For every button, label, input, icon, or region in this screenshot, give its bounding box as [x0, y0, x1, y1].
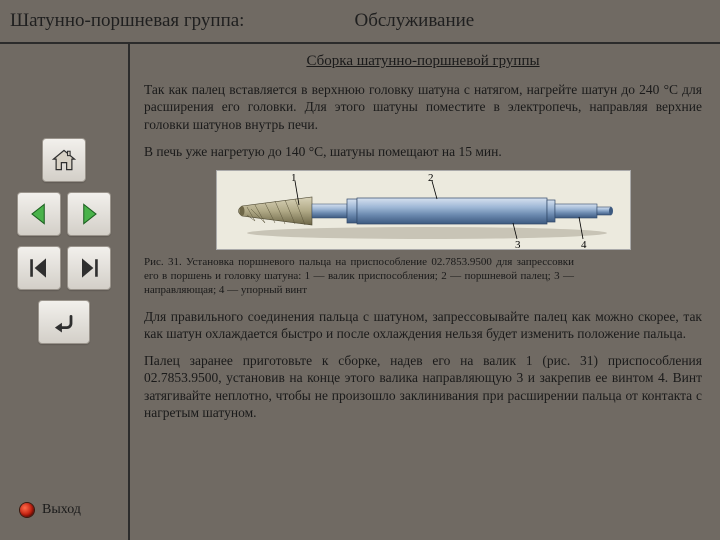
- paragraph-2: В печь уже нагретую до 140 °C, шатуны по…: [144, 143, 702, 160]
- prev-button[interactable]: [17, 192, 61, 236]
- figure-caption: Рис. 31. Установка поршневого пальца на …: [144, 256, 574, 297]
- home-button[interactable]: [42, 138, 86, 182]
- exit-bullet-icon: [20, 503, 34, 517]
- exit-button[interactable]: Выход: [20, 502, 81, 518]
- body: Выход Сборка шатунно-поршневой группы Та…: [0, 44, 720, 540]
- first-button[interactable]: [17, 246, 61, 290]
- titlebar: Шатунно-поршневая группа: Обслуживание: [0, 0, 720, 44]
- sidebar: Выход: [0, 44, 130, 540]
- nav-first-last: [17, 246, 111, 290]
- page: Шатунно-поршневая группа: Обслуживание: [0, 0, 720, 540]
- home-icon: [50, 146, 78, 174]
- return-arrow-icon: [50, 308, 78, 336]
- last-button[interactable]: [67, 246, 111, 290]
- title-category: Шатунно-поршневая группа:: [10, 10, 244, 32]
- exit-label: Выход: [42, 502, 81, 518]
- triangle-right-icon: [75, 200, 103, 228]
- return-button[interactable]: [38, 300, 90, 344]
- paragraph-3: Для правильного соединения пальца с шату…: [144, 308, 702, 343]
- triangle-left-icon: [25, 200, 53, 228]
- skip-last-icon: [75, 254, 103, 282]
- nav-prev-next: [17, 192, 111, 236]
- fig-label-3: 3: [515, 239, 521, 250]
- skip-first-icon: [25, 254, 53, 282]
- content: Сборка шатунно-поршневой группы Так как …: [130, 44, 720, 540]
- paragraph-4: Палец заранее приготовьте к сборке, наде…: [144, 352, 702, 421]
- figure-drawing: 1 2 3 4: [217, 171, 631, 250]
- fig-label-1: 1: [291, 172, 297, 184]
- fig-label-2: 2: [428, 172, 434, 184]
- fig-label-4: 4: [581, 239, 587, 250]
- paragraph-1: Так как палец вставляется в верхнюю голо…: [144, 81, 702, 133]
- next-button[interactable]: [67, 192, 111, 236]
- content-heading: Сборка шатунно-поршневой группы: [144, 52, 702, 71]
- title-section: Обслуживание: [354, 10, 474, 32]
- figure-31: 1 2 3 4: [216, 170, 631, 250]
